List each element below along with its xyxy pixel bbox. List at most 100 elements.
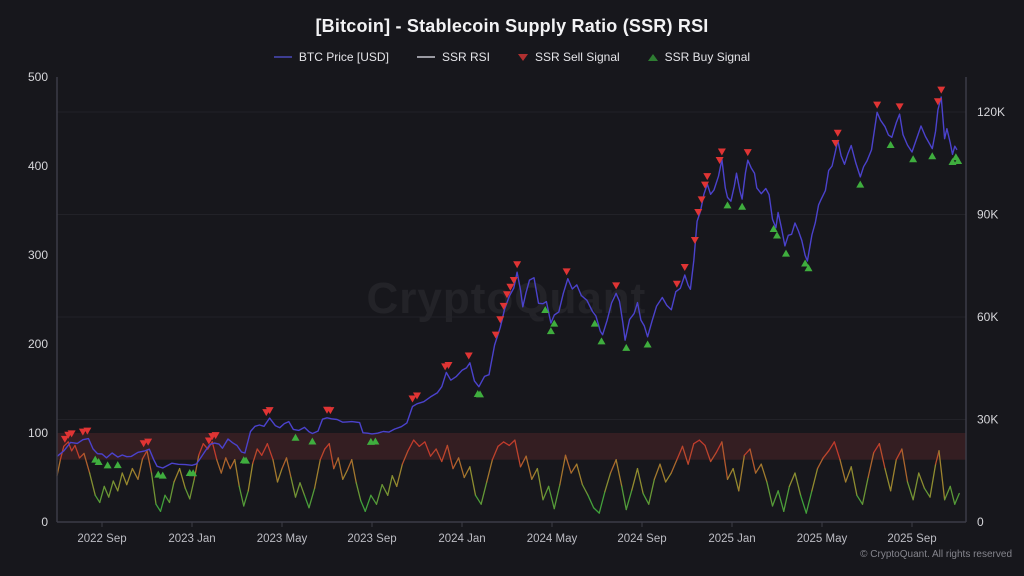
ssr-rsi-line-segment: [216, 459, 222, 474]
ssr-rsi-line-segment: [570, 463, 578, 474]
ssr-rsi-line-segment: [94, 494, 101, 504]
y-axis-left-tick-label: 0: [41, 515, 48, 529]
x-axis-tick-label: 2023 Jan: [168, 533, 215, 545]
sell-signal-marker: [833, 129, 842, 137]
buy-signal-marker: [308, 437, 317, 445]
legend-item-ssr-rsi[interactable]: SSR RSI: [416, 50, 490, 64]
ssr-rsi-line-segment: [266, 443, 274, 461]
ssr-rsi-line-segment: [636, 467, 644, 495]
ssr-rsi-line-segment: [491, 445, 499, 461]
y-axis-right-tick-label: 90K: [977, 208, 998, 222]
buy-signal-marker: [856, 180, 865, 188]
y-axis-left-tick-label: 200: [28, 337, 48, 351]
buy-signal-marker: [550, 319, 559, 327]
sell-signal-marker: [703, 173, 712, 181]
sell-signal-marker: [937, 86, 946, 94]
ssr-rsi-line-segment: [901, 448, 909, 483]
chart-title: [Bitcoin] - Stablecoin Supply Ratio (SSR…: [315, 16, 709, 36]
ssr-rsi-line-segment: [308, 487, 316, 509]
ssr-rsi-line-segment: [743, 448, 751, 456]
sell-signal-marker: [211, 432, 220, 440]
ssr-rsi-line-segment: [328, 443, 335, 470]
buy-signal-marker: [886, 140, 895, 148]
ssr-rsi-line-segment: [74, 444, 81, 459]
ssr-rsi-line-segment: [525, 455, 533, 480]
sell-signal-marker: [680, 263, 689, 271]
ssr-rsi-line-segment: [794, 472, 802, 496]
legend-item-buy-signal[interactable]: SSR Buy Signal: [647, 50, 750, 64]
ssr-rsi-line-segment: [261, 443, 269, 456]
rsi-overbought-band: [57, 433, 966, 460]
ssr-rsi-line-segment: [155, 503, 162, 512]
ssr-rsi-line-segment: [653, 463, 661, 480]
ssr-rsi-line-segment: [333, 457, 339, 470]
buy-signal-marker: [476, 390, 484, 398]
ssr-rsi-line-segment: [168, 481, 175, 504]
ssr-rsi-line-segment: [861, 476, 869, 505]
ssr-rsi-line-segment: [78, 452, 85, 459]
ssr-rsi-line-segment: [576, 463, 584, 486]
ssr-rsi-line-segment: [923, 487, 931, 498]
sell-signal-marker: [139, 440, 148, 448]
x-axis-tick-label: 2023 Sep: [347, 533, 396, 545]
buy-signal-marker: [158, 471, 167, 479]
sell-signal-marker: [326, 407, 335, 415]
ssr-rsi-line-segment: [351, 459, 357, 484]
ssr-rsi-line-segment: [709, 451, 717, 463]
ssr-rsi-line-segment: [131, 467, 139, 480]
sell-signal-marker: [701, 181, 709, 189]
legend-label-sell-signal: SSR Sell Signal: [534, 50, 620, 64]
buy-signal-marker: [801, 259, 810, 267]
sell-signal-marker: [499, 302, 508, 310]
ssr-rsi-line-segment: [519, 455, 527, 468]
sell-signal-marker: [672, 280, 681, 288]
ssr-rsi-line-segment: [828, 441, 836, 452]
buy-signal-marker: [773, 231, 781, 239]
buy-signal-marker: [590, 319, 599, 327]
ssr-rsi-line-segment: [88, 472, 96, 496]
sell-signal-marker: [444, 362, 453, 370]
ssr-rsi-line-segment: [592, 507, 600, 514]
sell-signal-marker: [144, 438, 153, 446]
ssr-rsi-line-segment: [934, 450, 940, 465]
sell-signal-marker: [612, 282, 621, 290]
ssr-rsi-line-segment: [777, 490, 785, 512]
legend-item-sell-signal[interactable]: SSR Sell Signal: [517, 50, 620, 64]
y-axis-left-tick-label: 400: [28, 159, 48, 173]
sell-signal-marker: [60, 435, 69, 443]
ssr-rsi-line-segment: [581, 483, 589, 496]
x-axis-tick-label: 2023 May: [257, 533, 308, 545]
buy-signal-marker: [723, 201, 732, 209]
ssr-rsi-line-segment: [247, 462, 254, 492]
ssr-rsi-line-segment: [424, 441, 432, 457]
ssr-rsi-line-segment: [441, 444, 449, 463]
ssr-rsi-line-segment: [698, 439, 706, 447]
ssr-rsi-line-segment: [319, 448, 326, 461]
ssr-rsi-line-segment: [693, 439, 701, 445]
sell-signal-triangle-icon: [517, 53, 528, 61]
ssr-rsi-line-segment: [670, 459, 678, 474]
ssr-rsi-line-segment: [99, 485, 105, 504]
ssr-rsi-line-segment: [884, 467, 892, 492]
legend-label-ssr-rsi: SSR RSI: [441, 50, 490, 64]
ssr-rsi-line-segment: [564, 454, 572, 474]
x-axis-tick-label: 2025 May: [797, 533, 848, 545]
sell-signal-marker: [67, 430, 76, 438]
ssr-rsi-line-segment: [141, 450, 148, 460]
ssr-rsi-line-segment: [117, 472, 123, 492]
ssr-rsi-line-segment: [370, 494, 378, 505]
ssr-rsi-line-segment: [429, 448, 437, 457]
y-axis-right-tick-label: 0: [977, 515, 984, 529]
ssr-rsi-line-segment: [189, 478, 195, 500]
ssr-rsi-line-segment: [198, 443, 204, 456]
ssr-rsi-line-segment: [502, 441, 510, 447]
ssr-rsi-line-swatch-icon: [416, 56, 435, 58]
ssr-rsi-line-segment: [234, 459, 240, 488]
sell-signal-marker: [496, 316, 505, 324]
buy-signal-marker: [769, 224, 778, 232]
ssr-rsi-line-segment: [121, 472, 128, 486]
ssr-rsi-line-segment: [173, 467, 181, 483]
legend-item-btc-price[interactable]: BTC Price [USD]: [273, 50, 389, 64]
ssr-rsi-line-segment: [457, 457, 465, 479]
